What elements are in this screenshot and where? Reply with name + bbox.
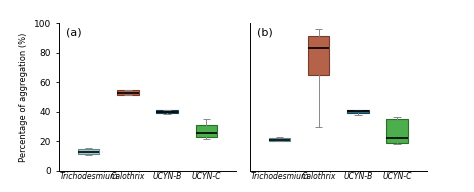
Polygon shape [156,110,178,113]
Polygon shape [269,138,290,141]
Polygon shape [117,90,139,95]
Polygon shape [78,149,100,154]
Y-axis label: Percentage of aggregation (%): Percentage of aggregation (%) [19,32,28,162]
Polygon shape [386,119,408,143]
Polygon shape [308,36,329,75]
Polygon shape [196,125,217,137]
Polygon shape [347,109,369,113]
Text: (a): (a) [66,27,82,37]
Text: (b): (b) [257,27,273,37]
